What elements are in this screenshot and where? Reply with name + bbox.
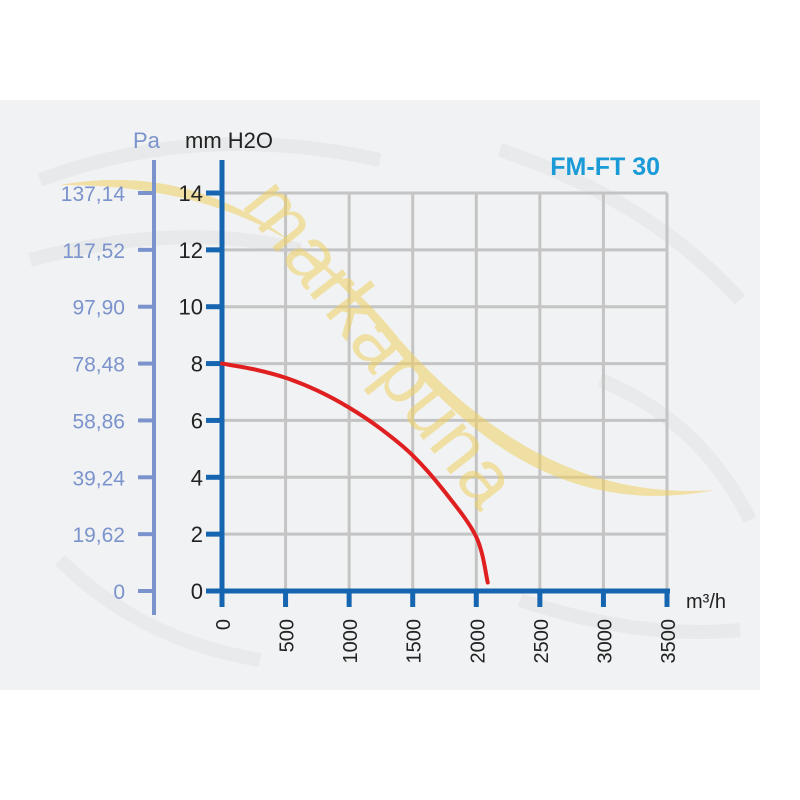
x-tick-label: 2500 <box>531 619 553 664</box>
y-tick-label: 14 <box>179 181 203 206</box>
series-line <box>220 361 490 585</box>
x-tick-label: 3500 <box>658 619 680 664</box>
y-tick-label: 12 <box>179 238 203 263</box>
y-secondary-tick-label: 117,52 <box>62 240 125 263</box>
chart-title: FM-FT 30 <box>550 153 660 181</box>
y-tick-label: 8 <box>191 352 203 377</box>
y-tick-label: 4 <box>191 465 203 490</box>
x-axis-label: m³/h <box>686 591 726 613</box>
watermark-swoosh <box>60 179 715 496</box>
x-tick-label: 1000 <box>340 619 362 664</box>
y-tick-label: 2 <box>191 522 203 547</box>
y-axis-label: mm H2O <box>185 128 273 153</box>
x-tick-label: 0 <box>213 619 235 630</box>
y-secondary-tick-label: 19,62 <box>72 524 125 547</box>
axes <box>138 160 670 615</box>
y-secondary-tick-label: 58,86 <box>72 410 125 433</box>
y-secondary-tick-label: 137,14 <box>61 183 126 206</box>
x-tick-label: 2000 <box>467 619 489 664</box>
y-secondary-tick-label: 0 <box>113 581 125 604</box>
x-tick-label: 3000 <box>594 619 616 664</box>
watermark: markapuna <box>60 161 715 523</box>
grid <box>222 191 669 591</box>
y-tick-label: 0 <box>191 579 203 604</box>
watermark-text: markapuna <box>227 161 537 523</box>
x-tick-label: 500 <box>277 619 299 652</box>
y-tick-label: 6 <box>191 408 203 433</box>
x-tick-label: 1500 <box>404 619 426 664</box>
tick-labels: 0 500 1000 1500 2000 2500 3000 3500 0 0 2 19,62 4 39,… <box>61 181 680 664</box>
y-secondary-tick-label: 78,48 <box>72 354 125 377</box>
series <box>220 361 490 585</box>
y-axis-secondary-label: Pa <box>133 128 161 153</box>
y-secondary-tick-label: 97,90 <box>72 297 125 320</box>
y-tick-label: 10 <box>179 295 203 320</box>
y-secondary-tick-label: 39,24 <box>72 467 125 490</box>
